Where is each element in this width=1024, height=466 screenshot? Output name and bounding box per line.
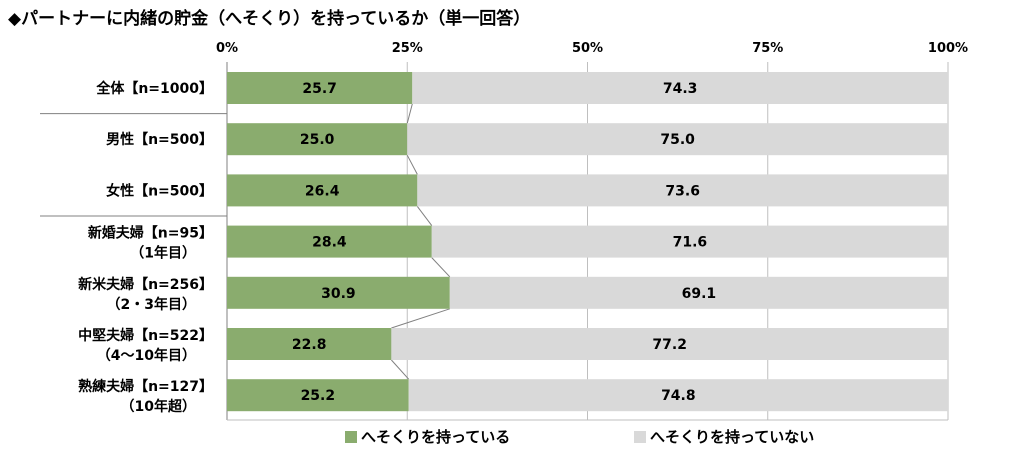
bars: 25.7 74.3 25.0 75.0 26.4 73.6 28.4 71.6 30.9 69.1… <box>227 72 948 412</box>
group-separators <box>40 113 227 217</box>
bar-has-hesokuri <box>227 72 413 104</box>
bar-no-hesokuri <box>412 72 948 104</box>
data-label: 74.8 <box>661 388 696 404</box>
category-sublabel: （10年超） <box>121 398 196 415</box>
data-label: 25.2 <box>301 388 336 404</box>
x-tick-label: 0% <box>216 41 238 56</box>
x-tick-label: 25% <box>392 41 423 56</box>
category-sublabel: （4～10年目） <box>97 347 196 364</box>
data-label: 30.9 <box>321 286 356 302</box>
data-label: 26.4 <box>305 183 340 199</box>
connector-line <box>406 103 413 124</box>
connector-line <box>391 308 450 329</box>
bar-no-hesokuri <box>407 123 948 156</box>
connector-line <box>406 154 418 175</box>
bar-has-hesokuri <box>227 225 432 258</box>
x-tick-label: 50% <box>572 41 603 56</box>
bar-no-hesokuri <box>417 174 948 207</box>
legend-swatch <box>345 431 357 443</box>
connector-lines <box>391 103 451 380</box>
bar-has-hesokuri <box>227 379 409 412</box>
bar-no-hesokuri <box>408 379 948 412</box>
bar-has-hesokuri <box>227 276 450 309</box>
category-label: 全体【n=1000】 <box>95 80 213 97</box>
category-label: 熟練夫婦【n=127】 <box>78 378 213 395</box>
bar-has-hesokuri <box>227 174 418 207</box>
category-label: 男性【n=500】 <box>106 131 213 148</box>
legend-swatch <box>634 431 646 443</box>
data-label: 75.0 <box>660 132 695 148</box>
bar-has-hesokuri <box>227 328 392 360</box>
category-label: 新婚夫婦【n=95】 <box>88 225 213 242</box>
category-sublabel: （2・3年目） <box>107 296 196 313</box>
data-label: 25.7 <box>302 81 337 97</box>
bar-no-hesokuri <box>449 276 948 309</box>
category-label: 新米夫婦【n=256】 <box>78 276 213 293</box>
data-label: 28.4 <box>312 235 347 251</box>
chart-title: ◆パートナーに内緒の貯金（へそくり）を持っているか（単一回答） <box>8 9 531 29</box>
x-axis-ticks: 0% 25% 50% 75% 100% <box>216 41 968 56</box>
connector-line <box>416 206 433 226</box>
data-label: 22.8 <box>292 337 327 353</box>
bar-no-hesokuri <box>391 328 948 360</box>
data-label: 25.0 <box>300 132 335 148</box>
bar-has-hesokuri <box>227 123 408 156</box>
connector-line <box>431 257 451 278</box>
connector-line <box>391 359 410 380</box>
legend: へそくりを持っている へそくりを持っていない <box>345 428 814 446</box>
data-label: 69.1 <box>682 286 717 302</box>
legend-label: へそくりを持っている <box>361 428 510 446</box>
x-tick-label: 75% <box>752 41 783 56</box>
bar-no-hesokuri <box>431 225 948 258</box>
legend-label: へそくりを持っていない <box>650 428 814 446</box>
data-label: 73.6 <box>665 183 700 199</box>
category-label: 女性【n=500】 <box>106 182 213 199</box>
category-labels: 全体【n=1000】男性【n=500】女性【n=500】新婚夫婦【n=95】 （1… <box>78 80 213 415</box>
data-label: 71.6 <box>673 235 708 251</box>
category-sublabel: （1年目） <box>130 245 196 262</box>
category-label: 中堅夫婦【n=522】 <box>78 327 213 344</box>
data-label: 77.2 <box>652 337 687 353</box>
data-label: 74.3 <box>663 81 698 97</box>
x-tick-label: 100% <box>928 41 968 56</box>
